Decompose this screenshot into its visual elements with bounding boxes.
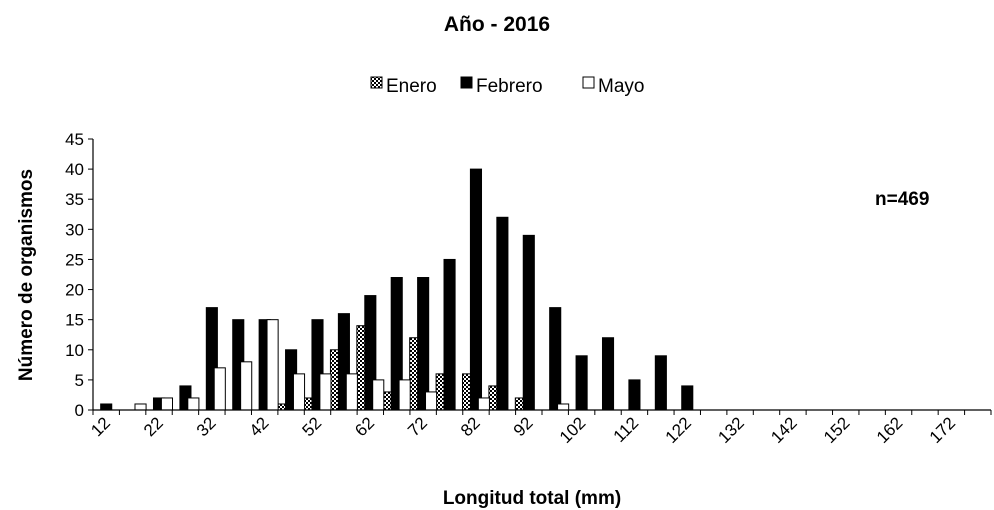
y-axis: 0 5 10 15 20 25 30 35 40 45 — [65, 130, 94, 420]
chart-title: Año - 2016 — [444, 13, 550, 36]
sample-size-annotation: n=469 — [875, 189, 929, 210]
x-tick-label: 62 — [351, 413, 378, 440]
legend: Enero Febrero Mayo — [370, 76, 644, 97]
y-axis-title: Número de organismos — [16, 169, 37, 381]
plot-area — [100, 168, 694, 411]
y-tick-label: 15 — [65, 311, 84, 330]
y-tick-label: 20 — [65, 281, 84, 300]
legend-label: Enero — [386, 76, 437, 97]
x-tick-label: 82 — [457, 413, 484, 440]
x-tick-label: 142 — [767, 413, 800, 446]
bar-mayo-57 — [345, 373, 358, 411]
bar-mayo-72 — [425, 391, 438, 411]
x-tick-label: 132 — [714, 413, 747, 446]
y-tick-label: 0 — [75, 401, 84, 420]
x-tick-label: 42 — [246, 413, 273, 440]
y-tick-label: 25 — [65, 250, 84, 269]
bar-febrero-107 — [601, 337, 615, 411]
legend-label: Febrero — [476, 76, 543, 97]
bar-mayo-27 — [187, 397, 200, 411]
y-tick-label: 30 — [65, 220, 84, 239]
y-tick-label: 35 — [65, 190, 84, 209]
x-tick-label: 102 — [556, 413, 589, 446]
bar-mayo-17 — [134, 403, 147, 411]
x-tick-label: 152 — [820, 413, 853, 446]
x-axis-title: Longitud total (mm) — [443, 488, 621, 509]
x-tick-label: 122 — [662, 413, 695, 446]
bar-febrero-92 — [522, 234, 535, 411]
x-tick-label: 172 — [926, 413, 959, 446]
bar-mayo-42 — [266, 319, 279, 411]
bar-febrero-122 — [681, 385, 694, 411]
x-tick-label: 12 — [87, 413, 114, 440]
y-tick-label: 45 — [65, 130, 84, 149]
legend-item-febrero: Febrero — [460, 76, 543, 97]
bar-mayo-82 — [477, 397, 490, 411]
y-tick-label: 40 — [65, 160, 84, 179]
y-tick-label: 10 — [65, 341, 84, 360]
x-tick-label: 92 — [510, 413, 537, 440]
bar-febrero-117 — [654, 355, 667, 411]
bar-febrero-87 — [496, 216, 509, 411]
bar-febrero-82 — [469, 168, 483, 411]
bar-mayo-97 — [557, 403, 570, 411]
bar-mayo-62 — [372, 379, 385, 411]
x-tick-label: 22 — [140, 413, 167, 440]
x-tick-label: 162 — [873, 413, 906, 446]
bar-mayo-37 — [240, 361, 253, 411]
bar-febrero-77 — [443, 258, 456, 411]
legend-swatch — [460, 76, 473, 89]
legend-item-enero: Enero — [370, 76, 437, 97]
bar-febrero-112 — [628, 379, 641, 411]
x-tick-label: 72 — [404, 413, 431, 440]
legend-swatch — [582, 76, 595, 89]
bar-mayo-22 — [160, 397, 174, 411]
bar-mayo-67 — [398, 379, 411, 411]
x-axis: 12 22 32 42 52 62 72 82 92 102 112 122 132 142 152 162 1… — [87, 409, 992, 447]
bar-mayo-32 — [213, 367, 226, 411]
bar-febrero-12 — [100, 403, 113, 411]
bar-febrero-72 — [417, 277, 430, 411]
bar-febrero-102 — [575, 355, 588, 411]
legend-swatch — [370, 76, 383, 89]
legend-item-mayo: Mayo — [582, 76, 644, 97]
bar-mayo-47 — [292, 373, 306, 411]
legend-label: Mayo — [598, 76, 644, 97]
bar-febrero-97 — [549, 307, 562, 411]
x-tick-label: 32 — [193, 413, 220, 440]
x-tick-label: 112 — [610, 413, 643, 446]
y-tick-label: 5 — [75, 371, 84, 390]
x-tick-label: 52 — [299, 413, 326, 440]
bar-mayo-52 — [319, 373, 332, 411]
